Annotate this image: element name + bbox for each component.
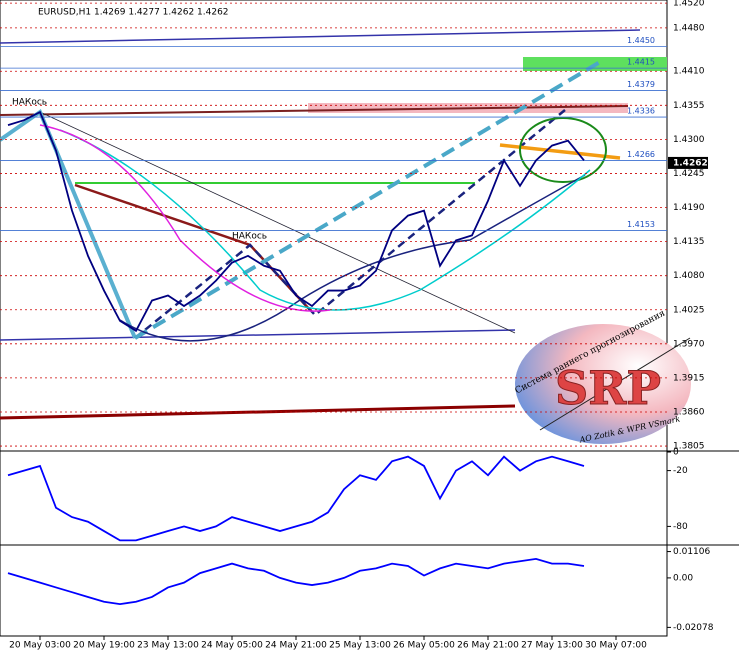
x-tick-label: 24 May 05:00	[201, 641, 263, 651]
annotation: НАКось	[232, 232, 267, 242]
trend-line	[133, 60, 602, 340]
level-label: 1.4415	[627, 58, 655, 67]
y-tick-label: 1.4410	[673, 67, 705, 77]
trend-lines	[0, 29, 667, 420]
trend-line	[0, 404, 516, 420]
logo-arrow	[539, 337, 691, 431]
y-tick-label: 0.00	[673, 573, 693, 583]
series-line	[7, 455, 585, 542]
y-tick-label: 0.01106	[673, 547, 710, 557]
y-tick-label: 1.4080	[673, 271, 705, 281]
x-tick-label: 30 May 07:00	[585, 641, 647, 651]
y-tick-label: -0.02078	[673, 623, 714, 633]
y-tick-label: 1.4135	[673, 237, 705, 247]
y-tick-label: 1.4480	[673, 23, 705, 33]
x-tick-label: 26 May 21:00	[457, 641, 519, 651]
x-tick-label: 20 May 03:00	[9, 641, 71, 651]
logo-title: SRP	[555, 361, 661, 415]
trend-line	[0, 329, 516, 341]
y-tick-label: 1.4355	[673, 101, 705, 111]
title-box	[35, 4, 225, 18]
trend-line	[39, 111, 516, 334]
price-box	[668, 156, 708, 169]
y-tick-label: 1.3970	[673, 339, 705, 349]
chart-title: EURUSD,H1 1.4269 1.4277 1.4262 1.4262	[38, 8, 229, 18]
moving-average	[59, 129, 591, 311]
annotation: НАКось	[12, 98, 47, 108]
x-tick-label: 24 May 21:00	[265, 641, 327, 651]
level-label: 1.4153	[627, 220, 655, 229]
x-tick-label: 25 May 13:00	[329, 641, 391, 651]
series-line	[7, 110, 585, 333]
y-tick-label: 1.4245	[673, 169, 705, 179]
moving-average	[119, 174, 586, 342]
y-tick-label: 1.4520	[673, 0, 705, 9]
trend-line	[0, 29, 641, 44]
y-tick-label: 1.4025	[673, 305, 705, 315]
level-label: 1.4379	[627, 80, 655, 89]
series-line	[7, 557, 585, 606]
highlight-ellipse	[519, 117, 607, 183]
y-tick-label: -20	[673, 466, 688, 476]
x-tick-label: 26 May 05:00	[393, 641, 455, 651]
moving-average	[39, 124, 331, 312]
y-tick-label: 1.3915	[673, 373, 705, 383]
y-tick-label: 1.3860	[673, 407, 705, 417]
level-label: 1.4336	[627, 107, 655, 116]
logo-ellipse	[515, 324, 691, 444]
x-tick-label: 20 May 19:00	[73, 641, 135, 651]
level-label: 1.4450	[627, 36, 655, 45]
level-label: 1.4266	[627, 150, 655, 159]
y-tick-label: 1.4190	[673, 203, 705, 213]
x-tick-label: 23 May 13:00	[137, 641, 199, 651]
y-tick-label: 1.4300	[673, 135, 705, 145]
y-tick-label: 0	[673, 448, 679, 458]
price-label: 1.4262	[673, 158, 708, 168]
y-tick-label: 1.3805	[673, 442, 705, 452]
x-tick-label: 27 May 13:00	[521, 641, 583, 651]
trend-line	[134, 109, 566, 339]
y-tick-label: -80	[673, 522, 688, 532]
